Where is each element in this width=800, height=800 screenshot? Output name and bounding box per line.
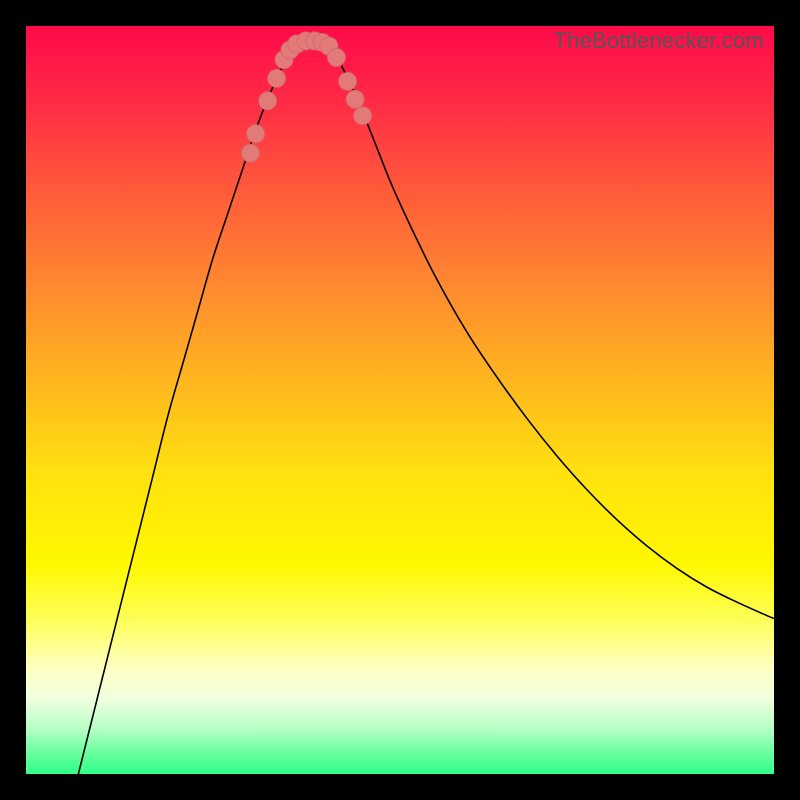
data-marker (241, 144, 259, 162)
curve-right (329, 45, 774, 619)
data-marker (354, 107, 372, 125)
data-marker (346, 90, 364, 108)
data-marker (247, 125, 265, 143)
curve-layer (26, 26, 774, 774)
data-marker (327, 48, 345, 66)
marker-group (241, 32, 371, 162)
data-marker (268, 69, 286, 87)
curve-left (78, 45, 296, 774)
chart-frame: TheBottlenecker.com (0, 0, 800, 800)
data-marker (259, 92, 277, 110)
data-marker (339, 72, 357, 90)
plot-area: TheBottlenecker.com (26, 26, 774, 774)
